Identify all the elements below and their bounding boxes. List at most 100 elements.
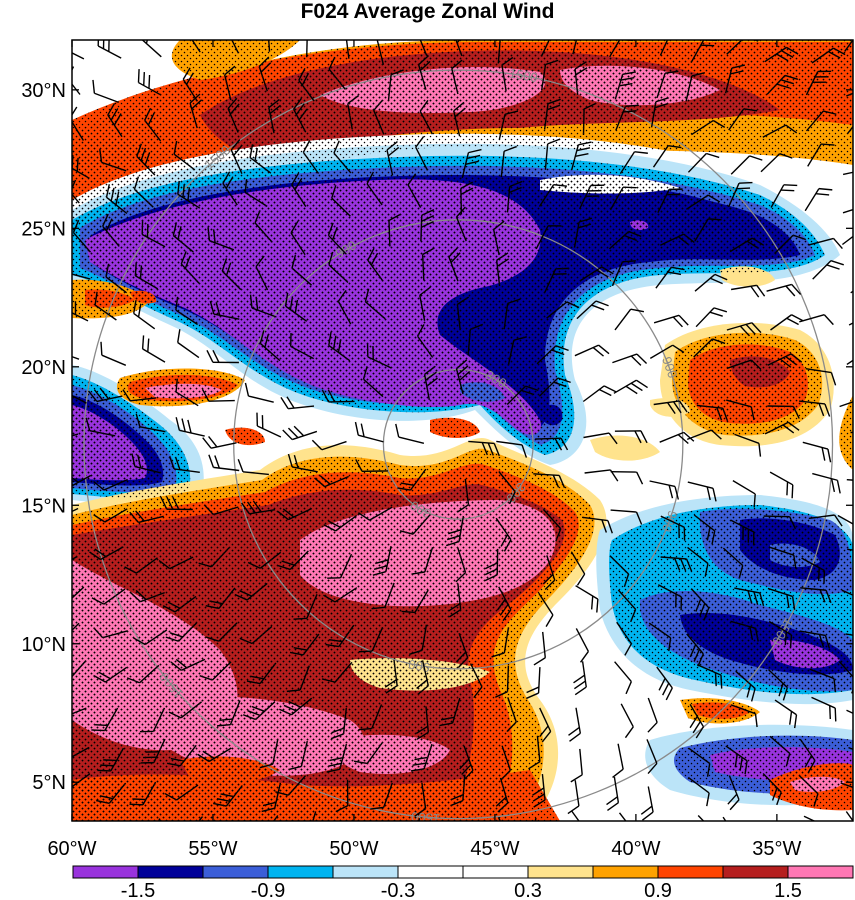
wind-barb — [496, 586, 512, 622]
wind-barb — [376, 40, 388, 65]
colorbar-swatch — [397, 865, 464, 879]
colorbar-swatch — [137, 865, 204, 879]
wind-barb — [72, 390, 87, 404]
wind-barb — [526, 667, 541, 700]
wind-barb — [344, 40, 350, 59]
wind-barb — [327, 553, 353, 579]
stipple-patch — [72, 142, 150, 169]
wind-barb — [542, 555, 556, 591]
wind-barb — [616, 621, 633, 656]
wind-barb — [72, 622, 80, 642]
wind-barb — [799, 314, 834, 326]
wind-barb — [134, 262, 159, 290]
wind-barb — [242, 701, 276, 721]
stipple-patch — [320, 66, 546, 114]
wind-barb — [330, 708, 347, 740]
lon-tick-label: 35°W — [752, 838, 801, 860]
wind-barb — [804, 187, 833, 212]
wind-barb — [386, 141, 400, 176]
wind-barb — [314, 475, 349, 488]
wind-barb — [535, 437, 569, 451]
wind-barb — [201, 389, 235, 402]
wind-barb — [455, 359, 471, 395]
wind-barb — [224, 65, 236, 101]
wind-barb — [256, 412, 282, 438]
wind-barb — [135, 413, 166, 433]
wind-barb — [619, 151, 648, 174]
stipple-patch — [150, 696, 364, 776]
wind-barb — [290, 220, 306, 256]
wind-barb — [608, 230, 642, 250]
wind-barb — [221, 258, 242, 290]
wind-barb — [249, 294, 277, 318]
wind-barb — [337, 289, 352, 325]
wind-barb — [533, 631, 546, 666]
wind-barb — [87, 388, 123, 403]
wind-barb — [694, 218, 722, 242]
wind-barb — [469, 663, 483, 699]
stipple-patch — [72, 405, 147, 481]
wind-barb — [227, 97, 240, 133]
wind-barb — [659, 233, 695, 246]
wind-barb — [812, 472, 841, 494]
wind-barb — [333, 140, 352, 174]
wind-barb — [456, 478, 470, 513]
stipple-patch — [85, 289, 135, 308]
stipple-patch — [85, 179, 541, 435]
wind-barb — [206, 349, 239, 364]
wind-barb — [538, 183, 568, 207]
wind-barb — [613, 379, 648, 395]
wind-barb — [72, 301, 89, 322]
wind-barb — [573, 661, 587, 696]
wind-barb — [533, 473, 566, 489]
wind-barb — [696, 404, 729, 421]
stipple-patch — [730, 356, 790, 388]
wind-barb — [618, 812, 636, 821]
wind-barb — [570, 551, 586, 586]
lon-tick-label: 50°W — [329, 838, 378, 860]
wind-barb — [259, 330, 281, 362]
wind-barb — [254, 210, 273, 243]
wind-barb — [687, 152, 720, 173]
wind-barb — [277, 507, 313, 521]
lon-tick-label: 45°W — [470, 838, 519, 860]
wind-barb — [686, 633, 704, 667]
lat-tick-label: 10°N — [21, 634, 66, 656]
wind-barb — [686, 194, 721, 210]
wind-barb — [614, 308, 645, 331]
wind-barb — [323, 515, 358, 532]
wind-barb — [217, 700, 241, 727]
wind-barb — [172, 222, 194, 253]
wind-barb — [734, 433, 762, 457]
wind-barb — [653, 400, 688, 415]
wind-barb — [690, 588, 710, 621]
colorbar-swatch — [592, 865, 659, 879]
wind-barb — [546, 301, 580, 319]
wind-barb — [284, 292, 308, 322]
wind-barb — [722, 816, 738, 821]
range-ring — [382, 368, 534, 520]
wind-barb — [727, 181, 753, 208]
wind-barb — [799, 400, 831, 417]
wind-barb — [328, 332, 351, 362]
colorbar-swatch — [332, 865, 399, 879]
wind-barb — [769, 735, 791, 767]
wind-barb — [205, 622, 238, 642]
wind-barb — [366, 343, 392, 369]
longitude-axis: 60°W 55°W 50°W 45°W 40°W 35°W — [47, 40, 802, 860]
wind-barb — [812, 259, 844, 280]
wind-barb — [501, 56, 514, 92]
wind-barb — [226, 40, 240, 54]
colorbar-swatch — [722, 865, 789, 879]
wind-barb — [93, 478, 128, 491]
wind-barb — [133, 629, 168, 646]
wind-barb — [648, 622, 672, 652]
stipple-patch — [225, 427, 265, 446]
wind-barb — [693, 514, 716, 545]
wind-barb — [460, 181, 474, 215]
wind-barb — [573, 217, 593, 248]
wind-barb — [335, 779, 349, 813]
wind-barb — [606, 776, 620, 812]
wind-barb — [72, 586, 85, 606]
lat-tick-label: 5°N — [32, 772, 66, 794]
